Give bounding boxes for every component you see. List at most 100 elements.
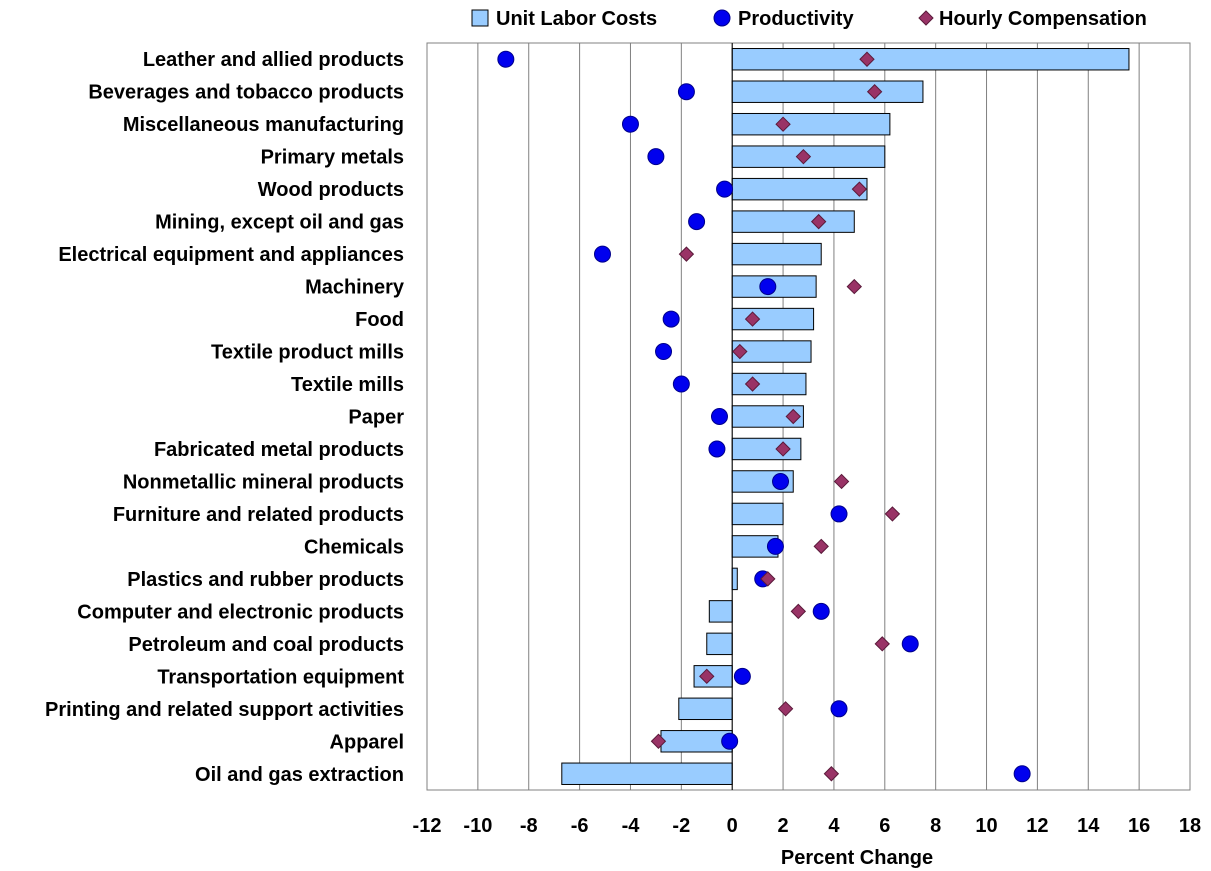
category-label-8: Food [355, 309, 404, 331]
x-tick-label-10: 8 [930, 815, 941, 837]
compensation-point-1 [866, 84, 883, 100]
x-tick-label-8: 4 [828, 815, 840, 837]
productivity-point-10 [672, 375, 690, 393]
x-tick-label-2: -8 [520, 815, 538, 837]
x-tick-label-6: 0 [727, 815, 738, 837]
category-label-16: Plastics and rubber products [127, 569, 404, 591]
compensation-point-2 [775, 116, 791, 132]
compensation-point-21 [650, 733, 667, 749]
x-tick-label-14: 16 [1128, 815, 1150, 837]
category-label-3: Primary metals [261, 147, 404, 169]
legend: Unit Labor Costs Productivity Hourly Compe… [471, 8, 1147, 30]
x-tick-label-5: -2 [672, 815, 690, 837]
x-tick-label-11: 10 [975, 815, 997, 837]
productivity-point-18 [901, 635, 919, 653]
compensation-point-17 [790, 603, 807, 620]
compensation-point-5 [810, 213, 827, 230]
plot-frame [426, 42, 1191, 791]
compensation-point-6 [678, 246, 695, 262]
legend-label-unit-labor-costs: Unit Labor Costs [496, 8, 657, 30]
bar-17 [708, 600, 733, 623]
productivity-point-22 [1013, 765, 1031, 783]
bar-16 [731, 567, 738, 591]
bar-14 [731, 502, 784, 526]
category-label-9: Textile product mills [211, 342, 404, 364]
productivity-point-12 [708, 440, 726, 458]
category-label-10: Textile mills [291, 374, 404, 396]
bar-22 [561, 762, 733, 785]
category-label-22: Oil and gas extraction [195, 764, 404, 786]
compensation-point-22 [823, 766, 840, 782]
hourly-compensation-markers [650, 51, 901, 782]
bar-1 [731, 80, 924, 103]
productivity-point-1 [677, 83, 695, 101]
compensation-point-4 [851, 181, 868, 197]
legend-label-hourly-compensation: Hourly Compensation [939, 8, 1147, 30]
bar-20 [678, 697, 733, 721]
category-label-2: Miscellaneous manufacturing [123, 114, 404, 136]
productivity-point-7 [759, 278, 777, 296]
x-tick-label-0: -12 [413, 815, 442, 837]
productivity-point-14 [830, 505, 848, 523]
x-axis-title: Percent Change [781, 847, 933, 869]
category-label-0: Leather and allied products [143, 49, 404, 71]
x-tick-label-9: 6 [879, 815, 890, 837]
category-label-19: Transportation equipment [157, 666, 404, 688]
unit-labor-costs-bars [561, 48, 1130, 785]
category-label-20: Printing and related support activities [45, 699, 404, 721]
bar-0 [731, 48, 1130, 71]
x-tick-label-4: -4 [622, 815, 641, 837]
category-label-11: Paper [348, 407, 404, 429]
compensation-point-8 [744, 311, 761, 327]
legend-label-productivity: Productivity [738, 8, 854, 30]
bar-18 [706, 632, 733, 656]
bar-10 [731, 372, 807, 396]
bar-6 [731, 242, 822, 266]
category-label-15: Chemicals [304, 536, 404, 558]
productivity-markers [497, 50, 1031, 783]
x-tick-label-15: 18 [1179, 815, 1201, 837]
category-label-13: Nonmetallic mineral products [123, 471, 404, 493]
compensation-point-0 [859, 51, 875, 67]
productivity-point-9 [655, 343, 673, 361]
compensation-point-19 [699, 668, 715, 685]
x-tick-label-13: 14 [1077, 815, 1100, 837]
productivity-point-13 [772, 472, 790, 490]
compensation-point-20 [777, 701, 794, 717]
category-label-7: Machinery [305, 277, 405, 299]
productivity-point-20 [830, 700, 848, 718]
productivity-point-6 [593, 245, 611, 263]
productivity-point-15 [766, 537, 784, 555]
productivity-point-11 [710, 408, 728, 425]
category-label-1: Beverages and tobacco products [88, 82, 404, 104]
x-tick-labels: -12 -10 -8 -6 -4 -2 0 2 4 6 8 10 12 14 16 18 [413, 815, 1202, 837]
x-tick-label-12: 12 [1026, 815, 1048, 837]
compensation-point-3 [795, 148, 812, 165]
legend-swatch-unit-labor-costs [471, 9, 489, 27]
category-labels: Leather and allied products Beverages and… [45, 49, 405, 786]
compensation-point-18 [874, 636, 890, 652]
bar-8 [731, 307, 815, 331]
category-label-21: Apparel [330, 731, 404, 753]
category-label-12: Fabricated metal products [154, 439, 404, 461]
compensation-point-7 [846, 278, 862, 295]
productivity-point-17 [812, 602, 830, 620]
compensation-point-15 [813, 538, 829, 555]
legend-swatch-hourly-compensation [918, 10, 934, 26]
legend-swatch-productivity [713, 9, 731, 27]
productivity-point-8 [662, 310, 680, 328]
compensation-point-11 [785, 408, 801, 425]
productivity-point-4 [716, 180, 734, 198]
bar-2 [731, 112, 891, 136]
compensation-point-14 [884, 506, 901, 522]
compensation-point-10 [744, 376, 761, 392]
category-label-6: Electrical equipment and appliances [58, 244, 404, 266]
compensation-point-13 [833, 473, 850, 490]
category-label-14: Furniture and related products [113, 504, 404, 526]
productivity-point-21 [721, 732, 739, 750]
category-label-5: Mining, except oil and gas [155, 212, 404, 234]
compensation-point-16 [760, 571, 776, 587]
productivity-point-0 [497, 50, 515, 68]
productivity-point-2 [621, 115, 639, 133]
productivity-point-19 [733, 667, 751, 685]
